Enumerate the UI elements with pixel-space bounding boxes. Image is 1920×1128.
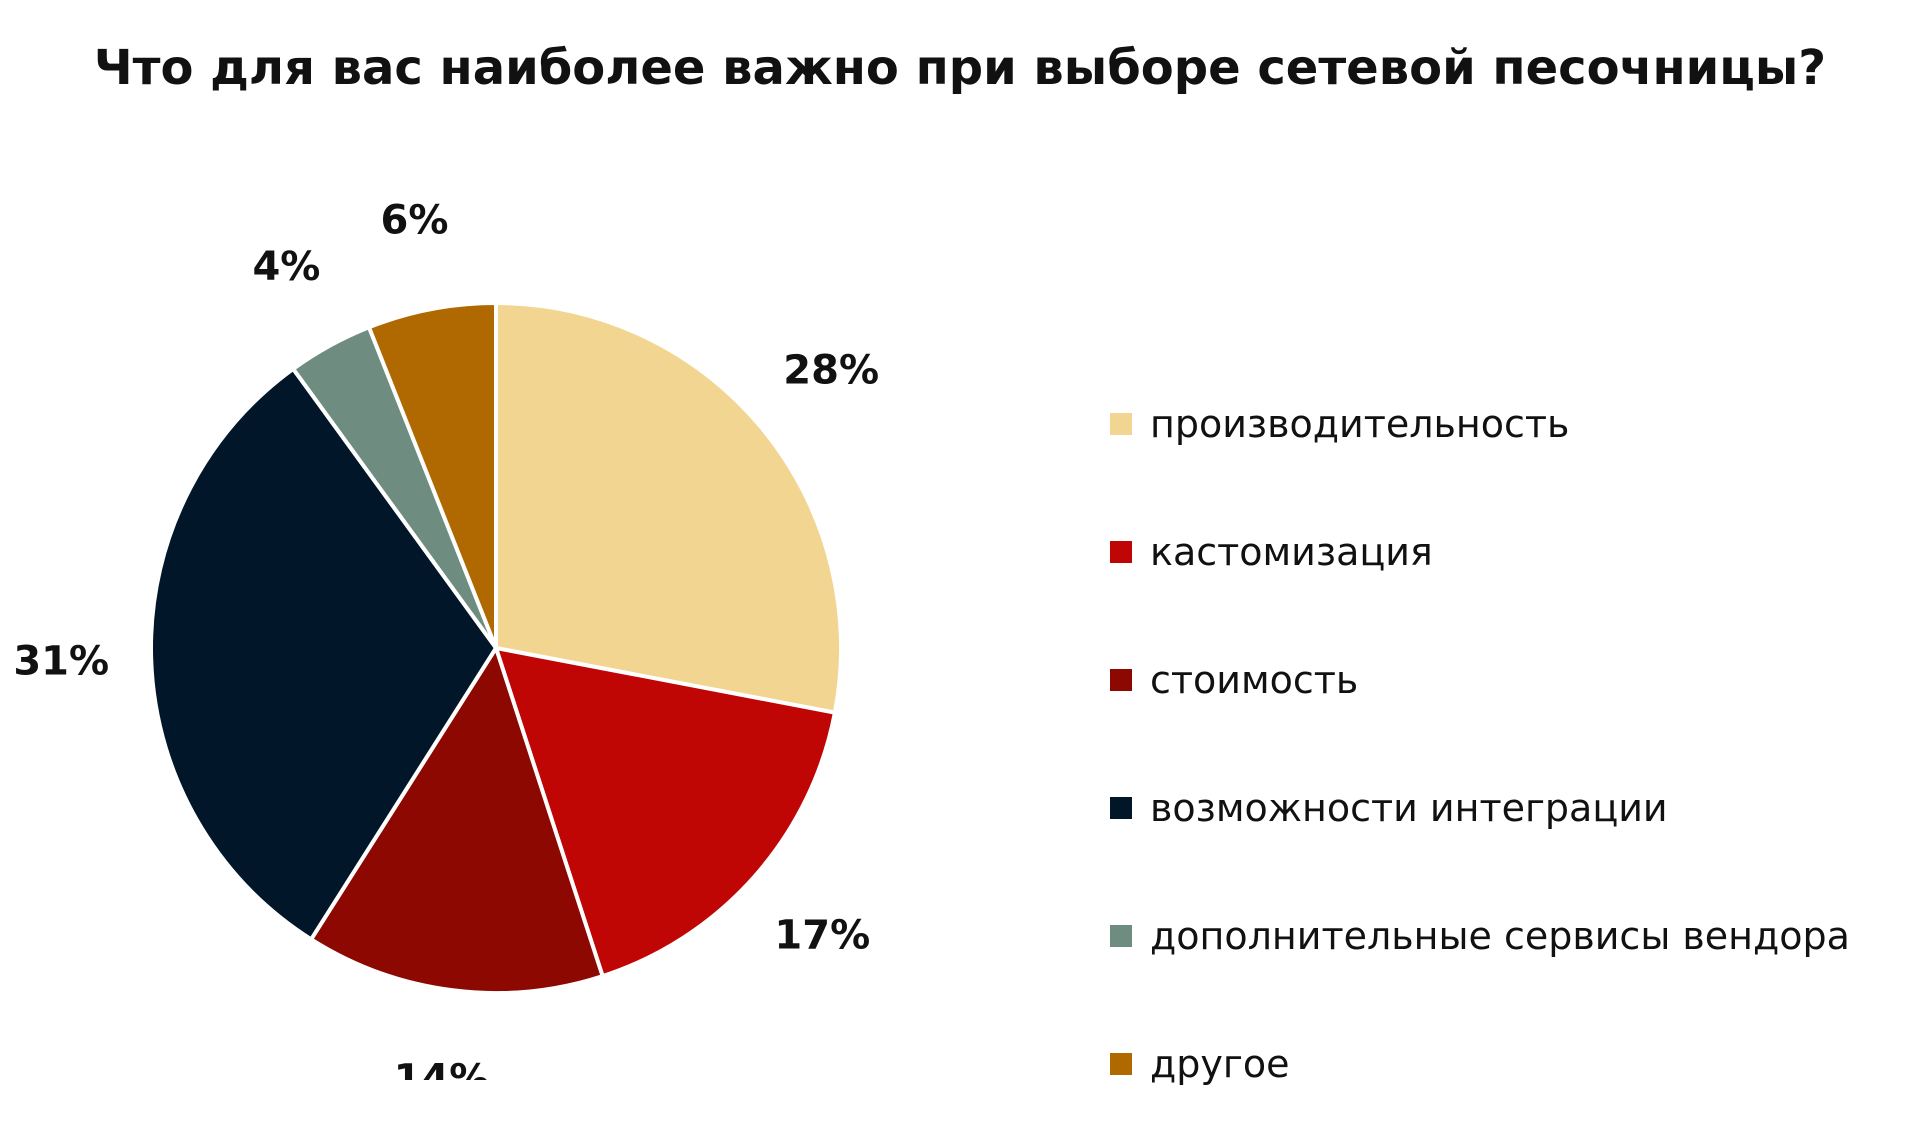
pie-slice-1 xyxy=(494,646,837,979)
pie-slice-3 xyxy=(149,366,498,942)
legend-item-4: дополнительные сервисы вендора xyxy=(1110,872,1850,1000)
legend-label-2: стоимость xyxy=(1150,658,1359,702)
legend-label-3: возможности интеграции xyxy=(1150,786,1668,830)
pie-slice-5 xyxy=(366,301,498,650)
pie-slices xyxy=(149,301,843,995)
legend-swatch-5 xyxy=(1110,1053,1132,1075)
legend-item-5: другое xyxy=(1110,1000,1850,1128)
legend-label-1: кастомизация xyxy=(1150,530,1433,574)
pie-slice-label-1: 17% xyxy=(774,913,870,959)
pie-chart: 28% 17% 14% 31% 4% 6% xyxy=(13,198,879,1080)
pie-slice-label-0: 28% xyxy=(783,348,879,394)
legend-swatch-1 xyxy=(1110,541,1132,563)
legend-item-0: производительность xyxy=(1110,360,1850,488)
legend-item-3: возможности интеграции xyxy=(1110,744,1850,872)
pie-slice-0 xyxy=(494,301,843,715)
pie-slice-label-5: 6% xyxy=(381,198,449,244)
legend-label-5: другое xyxy=(1150,1042,1290,1086)
legend-label-4: дополнительные сервисы вендора xyxy=(1150,914,1850,958)
chart-title: Что для вас наиболее важно при выборе се… xyxy=(93,40,1827,96)
pie-slice-label-4: 4% xyxy=(252,244,320,290)
legend-item-2: стоимость xyxy=(1110,616,1850,744)
pie-slice-label-3: 31% xyxy=(13,639,109,685)
legend-label-0: производительность xyxy=(1150,402,1570,446)
legend-swatch-3 xyxy=(1110,797,1132,819)
legend: производительность кастомизация стоимость в… xyxy=(1110,360,1850,1128)
legend-swatch-4 xyxy=(1110,925,1132,947)
legend-swatch-2 xyxy=(1110,669,1132,691)
pie-slice-2 xyxy=(309,646,605,995)
pie-labels: 28% 17% 14% 31% 4% 6% xyxy=(13,198,879,1080)
legend-swatch-0 xyxy=(1110,413,1132,435)
pie-slice-label-2: 14% xyxy=(394,1057,490,1080)
legend-item-1: кастомизация xyxy=(1110,488,1850,616)
